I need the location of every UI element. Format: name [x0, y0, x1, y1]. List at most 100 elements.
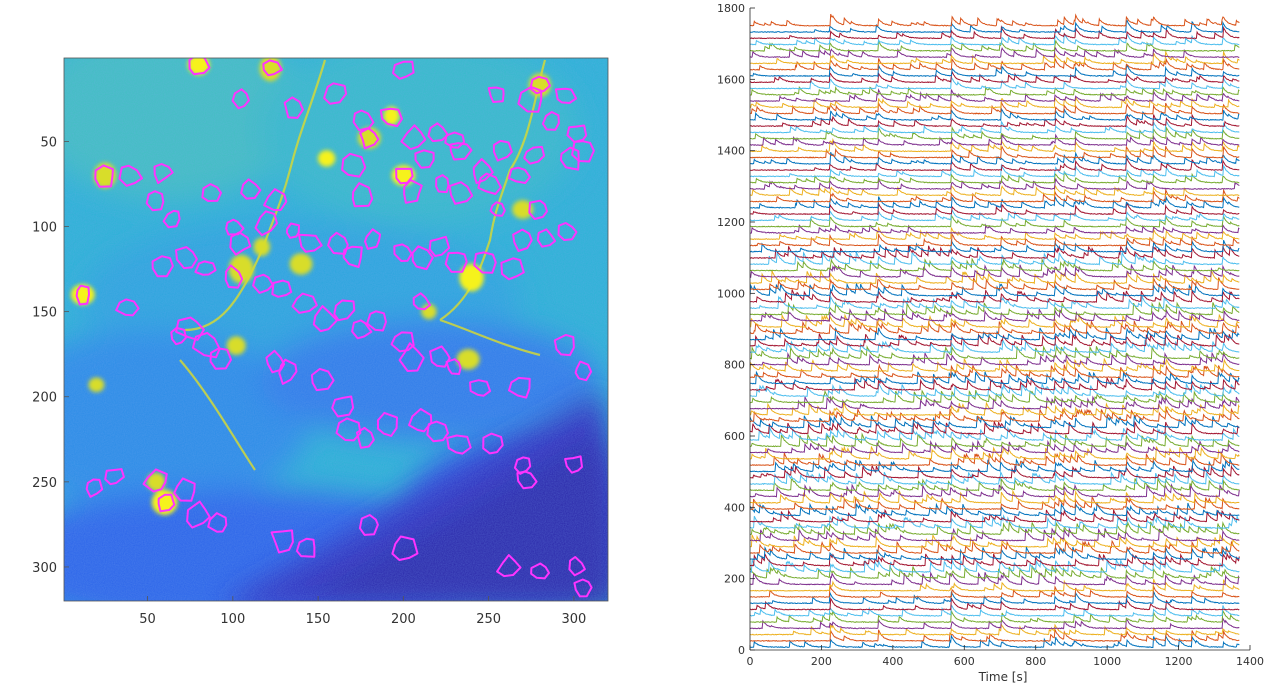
roi-outline: [517, 86, 543, 113]
y-tick-label: 150: [32, 306, 57, 321]
roi-outline: [564, 455, 583, 474]
roi-outline: [355, 426, 375, 449]
roi-outline: [283, 96, 304, 119]
roi-outline: [398, 342, 425, 372]
roi-outline: [477, 172, 502, 195]
roi-outline: [209, 347, 232, 370]
roi-outline: [444, 251, 468, 273]
trace-line: [750, 301, 1240, 316]
trace-line: [750, 276, 1240, 291]
trace-line: [750, 145, 1240, 159]
roi-image-panel: 50 100 150 200 250 300 50 100 150 200 250 300: [32, 57, 609, 627]
trace-line: [750, 539, 1240, 555]
trace-line: [750, 170, 1240, 184]
roi-outline: [364, 228, 382, 250]
trace-line: [750, 357, 1240, 373]
roi-outline: [75, 284, 90, 306]
roi-outline: [271, 279, 293, 298]
roi-outline: [157, 493, 176, 513]
bright-cell: [187, 58, 210, 75]
bright-cell: [253, 237, 271, 257]
roi-outline: [333, 299, 356, 322]
trace-line: [750, 382, 1240, 398]
trace-line: [750, 226, 1240, 241]
x-tick-label: 0: [747, 655, 754, 668]
roi-outline: [153, 163, 174, 185]
roi-outline: [500, 257, 525, 281]
roi-outline: [207, 512, 228, 533]
trace-line: [750, 478, 1240, 492]
x-tick-label: 200: [811, 655, 832, 668]
trace-line: [750, 137, 1240, 153]
roi-outline: [573, 578, 593, 598]
y-tick-label: 1200: [717, 216, 745, 229]
roi-outline: [240, 178, 262, 200]
trace-line: [750, 389, 1240, 404]
roi-outline: [395, 167, 414, 185]
y-tick-label: 400: [724, 501, 745, 514]
roi-outline: [175, 246, 198, 270]
trace-line: [750, 188, 1240, 203]
roi-outline: [379, 107, 403, 128]
roi-outline: [323, 82, 348, 105]
image-frame: [63, 57, 609, 602]
roi-outlines: [75, 58, 595, 598]
trace-line: [750, 232, 1240, 247]
trace-line: [750, 344, 1240, 360]
roi-outline: [351, 182, 374, 208]
roi-outline: [536, 228, 557, 248]
roi-outline: [496, 554, 522, 578]
trace-line: [750, 88, 1240, 103]
trace-line: [750, 223, 1240, 235]
trace-line: [750, 495, 1240, 511]
x-tick-label: 300: [561, 612, 586, 627]
roi-outline: [489, 201, 506, 217]
trace-line: [750, 213, 1240, 228]
roi-outline: [512, 228, 533, 252]
roi-outline: [408, 408, 433, 433]
image-y-axis: 50 100 150 200 250 300: [32, 135, 69, 576]
roi-outline: [173, 477, 196, 502]
roi-outline: [186, 500, 211, 529]
roi-outline: [414, 149, 435, 169]
traces-panel: 0 200 400 600 800 1000 1200 1400 0 200 400 600 800 1…: [717, 2, 1264, 684]
y-tick-label: 1000: [717, 287, 745, 300]
roi-outline: [568, 556, 586, 577]
bright-cell: [88, 377, 105, 393]
roi-outline: [359, 127, 380, 150]
roi-outline: [428, 235, 451, 257]
y-tick-label: 1800: [717, 2, 745, 15]
roi-outline: [529, 75, 551, 95]
x-tick-label: 1400: [1236, 655, 1264, 668]
roi-outline: [473, 251, 497, 274]
roi-outline: [530, 562, 550, 580]
roi-outline: [231, 88, 250, 110]
trace-line: [750, 584, 1240, 599]
trace-line: [750, 282, 1240, 297]
roi-outline: [145, 190, 165, 212]
x-tick-label: 1200: [1165, 655, 1193, 668]
trace-line: [750, 151, 1240, 166]
trace-line: [750, 269, 1240, 285]
roi-outline: [331, 395, 355, 418]
dendrites: [179, 59, 547, 471]
trace-line: [750, 107, 1240, 122]
trace-line: [750, 608, 1240, 624]
trace-line: [750, 113, 1240, 128]
trace-line: [750, 319, 1240, 335]
roi-outline: [445, 358, 462, 375]
trace-line: [750, 616, 1240, 630]
trace-line: [750, 597, 1240, 611]
trace-line: [750, 622, 1240, 636]
roi-outline: [263, 188, 288, 211]
trace-line: [750, 178, 1240, 191]
roi-outline: [252, 273, 274, 294]
roi-outline: [366, 310, 387, 332]
roi-outline: [295, 537, 316, 558]
trace-line: [750, 257, 1240, 272]
roi-outline: [449, 142, 473, 161]
trace-line: [750, 25, 1240, 40]
trace-line: [750, 420, 1240, 435]
trace-line: [750, 527, 1240, 542]
